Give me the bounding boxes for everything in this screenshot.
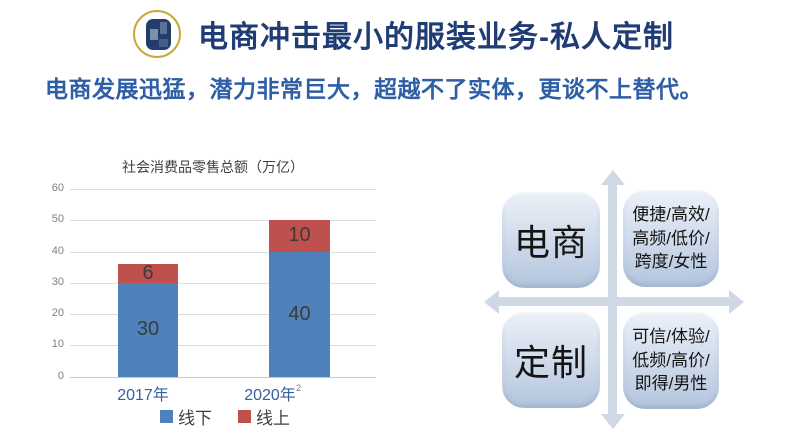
slide-subtitle: 电商发展迅猛，潜力非常巨大，超越不了实体，更谈不上替代。 (45, 76, 703, 102)
company-logo (133, 10, 181, 58)
quadrant-label-ecommerce-traits: 便捷/高效/ 高频/低价/ 跨度/女性 (632, 205, 710, 272)
y-axis-tick-label: 40 (51, 244, 64, 257)
data-label: 6 (142, 261, 154, 284)
plot-area: 0 10 20 30 40 50 60 6 30 10 40 (52, 182, 376, 382)
legend-label: 线上 (256, 409, 290, 428)
data-label: 10 (288, 224, 311, 247)
chart-title: 社会消费品零售总额（万亿） (122, 159, 304, 175)
quadrant-diagram: 电商 便捷/高效/ 高频/低价/ 跨度/女性 定制 可信/体验/ 低频/高价/ … (480, 168, 752, 432)
arrow-left-icon (484, 290, 499, 314)
slide-title: 电商冲击最小的服装业务-私人定制 (198, 21, 674, 54)
bar-segment-online: 10 (269, 220, 330, 252)
quadrant-label-ecommerce: 电商 (513, 222, 588, 263)
gridline (70, 282, 376, 284)
quadrant-label-custom-traits: 可信/体验/ 低频/高价/ 即得/男性 (632, 327, 710, 394)
horizontal-axis-arrow (497, 297, 730, 306)
gridline (70, 314, 376, 315)
quadrant-box-custom: 定制 (502, 312, 600, 408)
y-axis-tick-label: 10 (51, 338, 64, 351)
quadrant-box-ecommerce: 电商 (502, 192, 600, 288)
x-axis-label-2017: 2017年 (117, 387, 169, 404)
bar-segment-offline: 40 (269, 251, 330, 377)
legend-item-offline: 线下 (160, 404, 212, 429)
arrow-right-icon (729, 290, 744, 314)
legend-item-online: 线上 (238, 404, 290, 429)
legend-label: 线下 (178, 409, 212, 428)
legend-swatch-icon (238, 410, 251, 423)
gridline (70, 220, 376, 222)
y-axis-tick-label: 0 (57, 369, 64, 382)
arrow-up-icon (601, 170, 625, 185)
gridline (70, 376, 376, 378)
data-label: 40 (288, 302, 311, 325)
legend-swatch-icon (160, 410, 173, 423)
footnote-marker: 2 (296, 383, 302, 393)
bar-2020年: 10 40 (269, 220, 330, 377)
gridline (70, 189, 376, 190)
chart-legend: 线下 线上 (75, 404, 375, 429)
arrow-down-icon (601, 414, 625, 429)
gridline (70, 345, 376, 347)
bar-segment-online: 6 (118, 261, 178, 284)
quadrant-box-ecommerce-traits: 便捷/高效/ 高频/低价/ 跨度/女性 (623, 190, 719, 287)
quadrant-label-custom: 定制 (513, 342, 588, 383)
data-label: 30 (136, 318, 160, 341)
bar-segment-offline: 30 (118, 282, 178, 377)
y-axis-tick-label: 50 (51, 213, 64, 226)
logo-mosaic-icon (146, 19, 171, 50)
y-axis-tick-label: 60 (51, 182, 64, 194)
quadrant-box-custom-traits: 可信/体验/ 低频/高价/ 即得/男性 (623, 312, 719, 409)
bar-2017年: 6 30 (118, 261, 178, 377)
x-axis-label-2020: 2020年 (244, 387, 296, 404)
y-axis-tick-label: 30 (51, 275, 64, 288)
y-axis-tick-label: 20 (51, 307, 64, 319)
gridline (70, 251, 376, 253)
